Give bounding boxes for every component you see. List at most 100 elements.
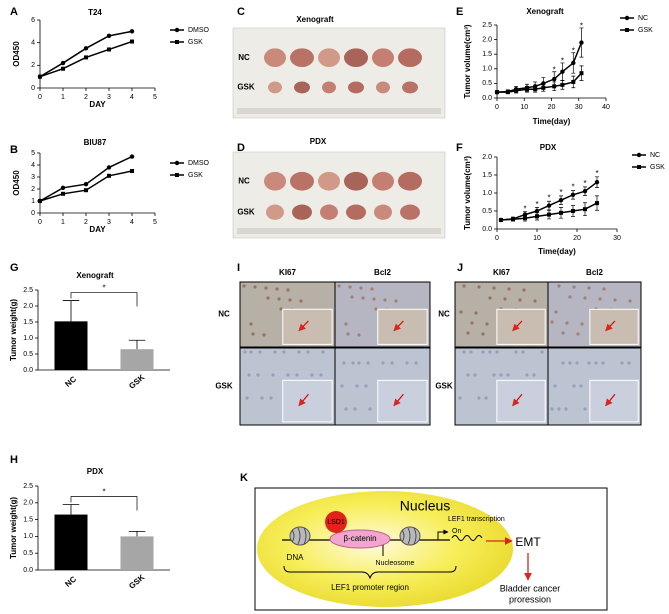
data-point <box>522 212 528 217</box>
tumor <box>374 204 392 220</box>
error-bar <box>62 504 80 515</box>
row-label: GSK <box>237 83 255 92</box>
diagram: K Nucleus β-catenin LSD1 Nucleosome DNA … <box>240 472 608 611</box>
y-axis-label: Tumor weight(g) <box>9 497 18 559</box>
data-point <box>514 88 519 93</box>
cell <box>279 307 283 311</box>
legend-label: DMSO <box>188 27 210 34</box>
mrna <box>451 535 483 541</box>
column-label: Bcl2 <box>586 268 603 277</box>
y-tick-label: 6 <box>31 17 35 24</box>
x-tick-label: 40 <box>602 104 610 111</box>
tumor <box>376 81 390 94</box>
panel-label: D <box>237 142 245 154</box>
inset <box>377 308 428 345</box>
beta-catenin-shape <box>329 529 391 549</box>
promoter-brace <box>283 565 457 580</box>
y-tick-label: 2.0 <box>23 303 33 310</box>
cell <box>620 361 624 365</box>
cell <box>344 322 348 326</box>
data-point <box>61 66 65 71</box>
cell <box>361 296 365 300</box>
cell <box>253 285 257 289</box>
cell <box>299 299 303 303</box>
cell <box>553 384 557 388</box>
cell <box>470 321 474 325</box>
cell <box>340 384 344 388</box>
data-point <box>535 214 539 219</box>
y-tick-label: 2.0 <box>482 154 492 161</box>
chart-title: BIU87 <box>84 138 107 147</box>
tumor <box>402 81 418 94</box>
row-label: NC <box>238 53 250 62</box>
column-label: KI67 <box>279 268 296 277</box>
tumor <box>294 81 310 94</box>
outcome-label: Bladder cancer <box>500 583 561 593</box>
data-point <box>129 154 135 159</box>
tumor <box>344 171 368 191</box>
cell <box>568 361 572 365</box>
series-line <box>39 155 133 202</box>
x-tick-label: 4 <box>130 94 134 101</box>
data-point <box>571 209 575 213</box>
y-tick-label: 1.5 <box>482 172 492 179</box>
legend-label: GSK <box>638 27 653 34</box>
tumor <box>322 81 336 94</box>
x-tick-label: 1 <box>61 219 65 226</box>
cell <box>247 373 251 377</box>
cell <box>583 296 587 300</box>
x-tick-label: 0 <box>495 235 499 242</box>
tumor <box>290 48 314 68</box>
y-tick-label: 1.0 <box>23 533 33 540</box>
dna-wrap <box>291 527 417 545</box>
cell <box>306 350 310 354</box>
column-label: Bcl2 <box>374 268 391 277</box>
inset <box>282 308 333 345</box>
row-label: NC <box>438 310 450 319</box>
cell <box>598 297 602 301</box>
significance-mark: * <box>523 204 526 213</box>
cell <box>561 361 565 365</box>
row-label: GSK <box>215 382 233 391</box>
legend-label: NC <box>650 152 660 159</box>
cell <box>275 287 279 291</box>
y-tick-label: 2.5 <box>23 287 33 294</box>
row-label: GSK <box>435 382 453 391</box>
inset <box>589 379 639 423</box>
ruler <box>237 108 441 114</box>
error-bar <box>128 339 146 350</box>
cell <box>495 350 499 354</box>
cell <box>466 373 470 377</box>
bar <box>54 514 88 570</box>
arrow <box>512 393 523 407</box>
data-point <box>570 192 576 197</box>
cell <box>522 288 526 292</box>
chart-title: PDX <box>540 143 557 152</box>
series-line <box>496 42 583 93</box>
cell <box>503 297 507 301</box>
cell <box>477 285 481 289</box>
tss-arrow <box>437 529 449 540</box>
chart-title: T24 <box>88 8 102 17</box>
y-tick-label: 0.0 <box>482 95 492 102</box>
data-point <box>558 198 564 203</box>
cell <box>458 396 462 400</box>
inset <box>377 379 428 423</box>
chart-title: Xenograft <box>76 271 114 280</box>
data-point <box>571 60 576 66</box>
data-point <box>559 210 563 215</box>
y-tick-label: 2 <box>31 186 35 193</box>
cell <box>576 332 580 336</box>
cell <box>243 350 247 354</box>
error-bar <box>62 300 80 322</box>
significance-mark: * <box>580 22 583 31</box>
cell <box>499 373 503 377</box>
tumor <box>292 204 312 220</box>
x-axis-label: Time(day) <box>533 117 571 126</box>
data-point <box>61 191 65 196</box>
cell <box>242 284 246 288</box>
cell <box>249 350 253 354</box>
cell <box>364 384 368 388</box>
cell <box>572 384 576 388</box>
photo-title: Xenograft <box>296 15 334 24</box>
